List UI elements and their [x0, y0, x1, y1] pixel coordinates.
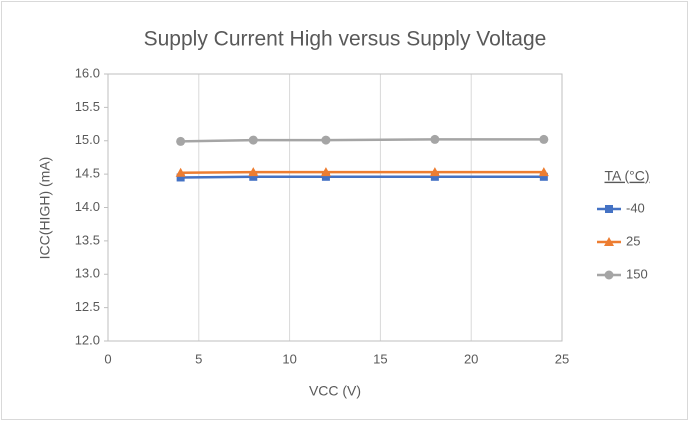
marker	[604, 270, 614, 280]
y-tick-label: 15.5	[75, 99, 100, 114]
marker	[321, 135, 331, 145]
marker	[430, 172, 439, 181]
marker	[176, 136, 186, 146]
marker	[249, 172, 258, 181]
legend-label: -40	[626, 200, 645, 215]
y-tick-label: 12.0	[75, 332, 100, 347]
y-tick-label: 13.5	[75, 232, 100, 247]
legend-title: TA (°C)	[604, 168, 649, 184]
y-tick-label: 12.5	[75, 299, 100, 314]
legend-label: 25	[626, 233, 640, 248]
marker	[248, 167, 259, 177]
x-tick-label: 20	[464, 351, 478, 366]
marker	[604, 237, 614, 246]
chart-title: Supply Current High versus Supply Voltag…	[144, 28, 547, 51]
marker	[539, 134, 549, 144]
y-tick-label: 16.0	[75, 65, 100, 80]
marker	[539, 172, 548, 181]
marker	[321, 172, 330, 181]
x-tick-label: 25	[555, 351, 569, 366]
legend-label: 150	[626, 266, 648, 281]
x-tick-label: 5	[195, 351, 202, 366]
marker	[175, 167, 186, 177]
x-axis-label: VCC (V)	[309, 383, 361, 399]
series-line	[180, 170, 544, 175]
y-tick-label: 13.0	[75, 266, 100, 281]
plot-border	[107, 73, 563, 342]
marker	[605, 205, 613, 213]
y-axis-label: ICC(HIGH) (mA)	[37, 157, 53, 260]
x-tick-label: 10	[282, 351, 296, 366]
marker	[429, 167, 440, 177]
x-tick-label: 0	[104, 351, 111, 366]
marker	[176, 173, 185, 182]
y-tick-label: 15.0	[75, 132, 100, 147]
y-tick-label: 14.0	[75, 199, 100, 214]
series-line	[180, 175, 544, 179]
marker	[430, 134, 440, 144]
y-tick-label: 14.5	[75, 166, 100, 181]
x-tick-label: 15	[373, 351, 387, 366]
marker	[538, 167, 549, 177]
marker	[320, 167, 331, 177]
marker	[248, 135, 258, 145]
